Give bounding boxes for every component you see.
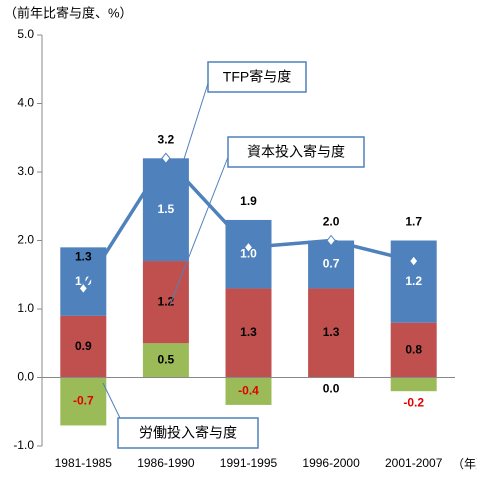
total-marker bbox=[161, 152, 171, 165]
total-label: 1.9 bbox=[240, 194, 257, 208]
x-unit-label: （年） bbox=[452, 457, 477, 471]
x-tick-label: 2001-2007 bbox=[385, 456, 443, 470]
total-label: 1.7 bbox=[405, 215, 422, 229]
bar-segment bbox=[390, 322, 437, 378]
callout-leader bbox=[102, 382, 121, 419]
bar-segment bbox=[225, 377, 272, 405]
bar-segment bbox=[225, 288, 272, 378]
value-label: 0.8 bbox=[405, 342, 422, 356]
value-label: 1.3 bbox=[323, 325, 340, 339]
legend-box bbox=[207, 61, 307, 93]
y-tick-label: 3.0 bbox=[17, 164, 34, 178]
total-label: 3.2 bbox=[158, 132, 175, 146]
bar-segment bbox=[142, 261, 189, 344]
value-label: 0.7 bbox=[323, 257, 340, 271]
value-label: 0.5 bbox=[158, 353, 175, 367]
value-label: 0.9 bbox=[75, 339, 92, 353]
x-tick-label: 1986-1990 bbox=[137, 456, 195, 470]
legend-box bbox=[227, 136, 365, 168]
total-marker bbox=[78, 282, 88, 295]
y-tick-label: 1.0 bbox=[17, 301, 34, 315]
legend-label: 労働投入寄与度 bbox=[139, 425, 237, 441]
bar-segment bbox=[390, 377, 437, 392]
y-tick-label: 2.0 bbox=[17, 233, 34, 247]
legend-label: TFP寄与度 bbox=[223, 69, 291, 85]
value-label: 1.2 bbox=[405, 274, 422, 288]
y-tick-label: 4.0 bbox=[17, 96, 34, 110]
y-tick-label: 5.0 bbox=[17, 27, 34, 41]
value-label: 0.0 bbox=[323, 382, 340, 396]
total-marker bbox=[326, 234, 336, 247]
total-label: 2.0 bbox=[323, 215, 340, 229]
value-label: 1.3 bbox=[240, 325, 257, 339]
y-unit-label: （前年比寄与度、%） bbox=[4, 5, 133, 20]
bar-segment bbox=[60, 247, 107, 316]
legend-box bbox=[117, 417, 259, 449]
value-label: -0.2 bbox=[403, 395, 424, 409]
total-marker bbox=[243, 241, 254, 254]
legend-label: 資本投入寄与度 bbox=[247, 144, 345, 160]
bar-segment bbox=[60, 315, 107, 378]
total-label: 1.3 bbox=[75, 250, 92, 264]
value-label: 1.5 bbox=[158, 202, 175, 216]
x-tick-label: 1991-1995 bbox=[220, 456, 278, 470]
callout-leader bbox=[169, 151, 231, 306]
y-tick-label: 0.0 bbox=[17, 370, 34, 384]
bar-segment bbox=[308, 288, 355, 378]
total-marker bbox=[409, 255, 419, 267]
y-tick-label: -1.0 bbox=[13, 438, 34, 452]
x-tick-label: 1981-1985 bbox=[55, 456, 113, 470]
bar-segment bbox=[142, 343, 189, 378]
value-label: -0.4 bbox=[238, 383, 259, 397]
value-label: 1.2 bbox=[158, 294, 175, 308]
x-tick-label: 1996-2000 bbox=[302, 456, 360, 470]
bar-segment bbox=[308, 240, 355, 289]
value-label: 1.0 bbox=[240, 246, 257, 260]
bar-segment bbox=[60, 377, 107, 426]
value-label: -0.7 bbox=[73, 394, 94, 408]
callout-leader bbox=[177, 76, 211, 179]
bar-segment bbox=[390, 240, 437, 323]
